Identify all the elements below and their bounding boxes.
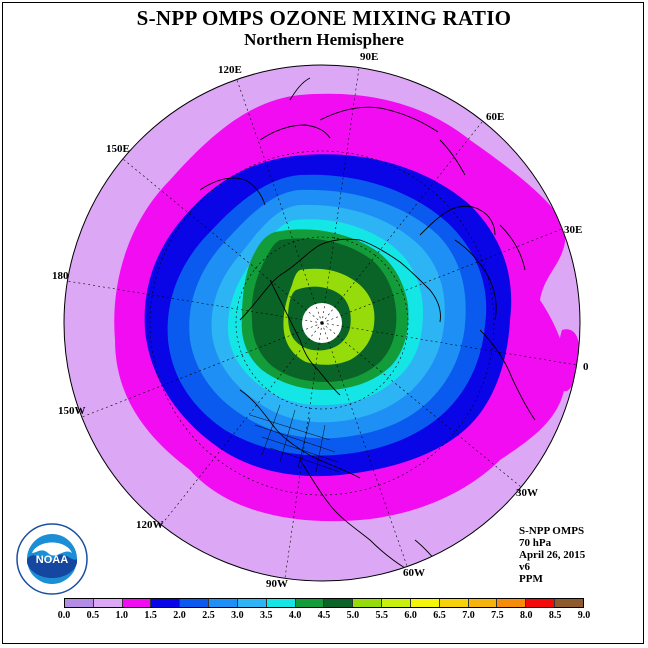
colorbar-tick-label: 4.0 <box>288 610 302 621</box>
info-date: April 26, 2015 <box>519 549 586 561</box>
colorbar-segment <box>497 599 527 607</box>
colorbar-tick-label: 6.5 <box>433 610 446 621</box>
colorbar <box>64 598 584 608</box>
colorbar-tick-label: 3.5 <box>259 610 273 621</box>
lon-label-120w: 120W <box>136 519 164 531</box>
colorbar-tick-label: 4.5 <box>317 610 331 621</box>
colorbar-segment <box>324 599 354 607</box>
lon-label-60w: 60W <box>403 567 425 579</box>
colorbar-segment <box>65 599 94 607</box>
colorbar-tick-label: 3.0 <box>231 610 244 621</box>
info-units: PPM <box>519 573 543 585</box>
colorbar-tick-label: 6.0 <box>404 610 417 621</box>
colorbar-segment <box>295 599 325 607</box>
noaa-logo: NOAA <box>16 523 88 595</box>
colorbar-segment <box>468 599 498 607</box>
colorbar-tick-label: 7.5 <box>491 610 504 621</box>
map-subtitle: Northern Hemisphere <box>244 30 404 49</box>
colorbar-segment <box>555 599 583 607</box>
colorbar-tick-label: 0.0 <box>57 610 71 621</box>
lon-label-150w: 150W <box>58 405 86 417</box>
colorbar-tick-label: 1.5 <box>144 610 157 621</box>
lon-label-150e: 150E <box>106 143 130 155</box>
colorbar-segment <box>266 599 296 607</box>
colorbar-segment <box>439 599 469 607</box>
colorbar-tick-label: 1.0 <box>115 610 129 621</box>
map-title: S-NPP OMPS OZONE MIXING RATIO <box>136 6 512 30</box>
lon-label-90e: 90E <box>360 51 378 63</box>
colorbar-tick-label: 8.0 <box>519 610 533 621</box>
info-instrument: S-NPP OMPS <box>519 525 585 537</box>
lon-label-30e: 30E <box>564 224 582 236</box>
lon-label-30w: 30W <box>516 487 538 499</box>
colorbar-segment <box>93 599 123 607</box>
logo-text: NOAA <box>36 554 68 566</box>
metadata-block: S-NPP OMPS 70 hPa April 26, 2015 v6 PPM <box>519 525 585 585</box>
colorbar-tick-labels: 0.0 0.5 1.0 1.5 2.0 2.5 3.0 3.5 4.0 4.5 5.0 5.5 6.0 6… <box>58 610 591 624</box>
us-state-boundaries <box>249 404 341 473</box>
colorbar-tick-label: 8.5 <box>548 610 562 621</box>
contour-magenta-right-lobe <box>557 329 580 392</box>
graticule <box>66 67 578 579</box>
colorbar-segment <box>410 599 440 607</box>
info-version: v6 <box>519 561 530 573</box>
colorbar-segment <box>209 599 238 607</box>
colorbar-tick-label: 7.0 <box>462 610 475 621</box>
colorbar-segment <box>353 599 383 607</box>
colorbar-tick-label: 2.5 <box>202 610 215 621</box>
lon-label-180: 180 <box>52 270 69 282</box>
colorbar-tick-label: 5.0 <box>346 610 360 621</box>
lon-label-90w: 90W <box>266 578 288 590</box>
lon-label-120e: 120E <box>218 64 242 76</box>
info-level: 70 hPa <box>519 537 552 549</box>
colorbar-tick-label: 5.5 <box>375 610 389 621</box>
colorbar-segment <box>180 599 210 607</box>
colorbar-segment <box>122 599 152 607</box>
map-boundary-circle <box>63 64 581 582</box>
colorbar-tick-label: 0.5 <box>86 610 100 621</box>
colorbar-segment <box>382 599 411 607</box>
colorbar-tick-label: 9.0 <box>577 610 591 621</box>
lon-label-0: 0 <box>583 361 589 373</box>
colorbar-segment <box>151 599 181 607</box>
colorbar-tick-label: 2.0 <box>173 610 186 621</box>
lon-label-60e: 60E <box>486 111 504 123</box>
colorbar-segment <box>526 599 556 607</box>
colorbar-segment <box>237 599 267 607</box>
